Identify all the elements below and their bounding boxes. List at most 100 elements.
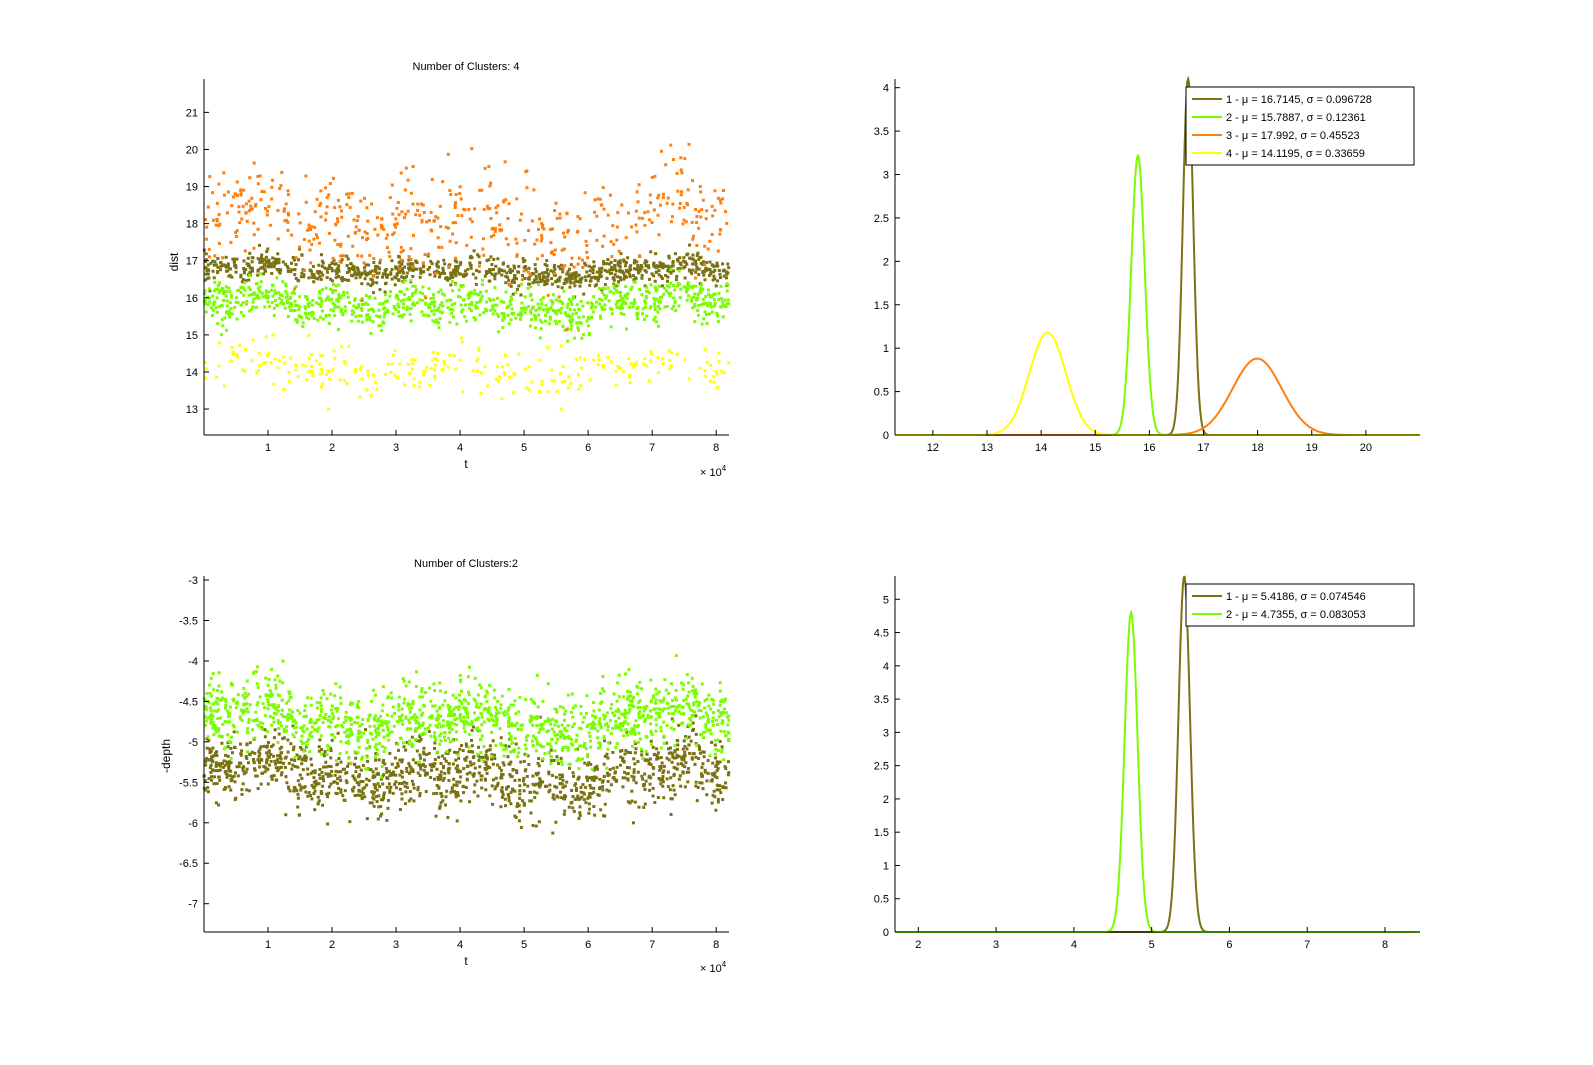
scatter-point — [531, 723, 535, 727]
scatter-point — [286, 738, 290, 742]
scatter-point — [591, 714, 595, 718]
scatter-point — [281, 355, 285, 359]
scatter-point — [464, 710, 468, 714]
scatter-point — [706, 304, 710, 308]
scatter-point — [270, 777, 274, 781]
scatter-point — [395, 206, 399, 210]
scatter-point — [407, 771, 411, 775]
scatter-point — [211, 218, 215, 222]
scatter-point — [678, 256, 682, 260]
scatter-point — [632, 267, 636, 271]
scatter-point — [683, 260, 687, 264]
scatter-point — [512, 277, 516, 281]
scatter-point — [263, 714, 267, 718]
scatter-point — [598, 777, 602, 781]
scatter-point — [443, 262, 447, 266]
scatter-point — [238, 221, 242, 225]
scatter-point — [640, 687, 644, 691]
scatter-point — [383, 746, 387, 750]
scatter-point — [498, 766, 502, 770]
scatter-point — [468, 732, 472, 736]
scatter-point — [269, 690, 273, 694]
scatter-point — [675, 753, 679, 757]
scatter-point — [625, 269, 629, 273]
scatter-point — [669, 365, 673, 369]
legend-entry: 2 - μ = 15.7887, σ = 0.12361 — [1226, 112, 1366, 124]
scatter-point — [312, 776, 316, 780]
scatter-point — [635, 307, 639, 311]
scatter-point — [339, 791, 343, 795]
scatter-point — [429, 699, 433, 703]
scatter-point — [677, 723, 681, 727]
scatter-point — [638, 705, 642, 709]
scatter-point — [722, 707, 726, 711]
scatter-point — [681, 222, 685, 226]
scatter-point — [309, 703, 313, 707]
scatter-point — [295, 725, 299, 729]
scatter-point — [263, 263, 267, 267]
scatter-point — [205, 269, 209, 273]
scatter-point — [357, 729, 361, 733]
scatter-point — [268, 689, 272, 693]
scatter-point — [400, 792, 404, 796]
scatter-point — [369, 284, 373, 288]
scatter-point — [342, 720, 346, 724]
scatter-point — [448, 353, 452, 357]
scatter-point — [204, 237, 208, 241]
scatter-point — [641, 713, 645, 717]
scatter-point — [553, 209, 557, 213]
scatter-point — [669, 291, 673, 295]
scatter-point — [349, 727, 353, 731]
scatter-point — [720, 750, 724, 754]
scatter-point — [418, 275, 422, 279]
scatter-point — [327, 407, 331, 411]
scatter-point — [378, 261, 382, 265]
scatter-point — [691, 234, 695, 238]
scatter-point — [229, 295, 233, 299]
scatter-point — [633, 258, 637, 262]
scatter-point — [605, 270, 609, 274]
scatter-point — [251, 300, 255, 304]
scatter-point — [379, 324, 383, 328]
scatter-point — [342, 767, 346, 771]
scatter-point — [635, 190, 639, 194]
scatter-point — [352, 218, 356, 222]
scatter-point — [383, 312, 387, 316]
scatter-point — [703, 369, 707, 373]
scatter-point — [484, 307, 488, 311]
scatter-point — [458, 185, 462, 189]
scatter-point — [318, 701, 322, 705]
scatter-point — [203, 361, 207, 365]
scatter-point — [345, 734, 349, 738]
scatter-point — [700, 283, 704, 287]
scatter-point — [493, 309, 497, 313]
scatter-point — [317, 263, 321, 267]
scatter-point — [245, 767, 249, 771]
scatter-point — [649, 359, 653, 363]
scatter-point — [517, 270, 521, 274]
scatter-point — [518, 796, 522, 800]
scatter-point — [274, 766, 278, 770]
scatter-series-4 — [203, 333, 731, 411]
scatter-point — [215, 750, 219, 754]
scatter-point — [318, 290, 322, 294]
scatter-point — [482, 311, 486, 315]
scatter-point — [451, 762, 455, 766]
scatter-point — [204, 252, 208, 256]
scatter-point — [456, 753, 460, 757]
scatter-point — [280, 745, 284, 749]
scatter-point — [653, 752, 657, 756]
scatter-point — [641, 783, 645, 787]
scatter-point — [546, 390, 550, 394]
scatter-point — [597, 720, 601, 724]
scatter-point — [411, 783, 415, 787]
scatter-point — [317, 296, 321, 300]
scatter-point — [513, 274, 517, 278]
scatter-point — [627, 271, 631, 275]
scatter-point — [455, 717, 459, 721]
scatter-point — [577, 256, 581, 260]
scatter-point — [689, 708, 693, 712]
scatter-point — [245, 743, 249, 747]
scatter-point — [354, 225, 358, 229]
y-tick-label: 4 — [883, 83, 889, 95]
